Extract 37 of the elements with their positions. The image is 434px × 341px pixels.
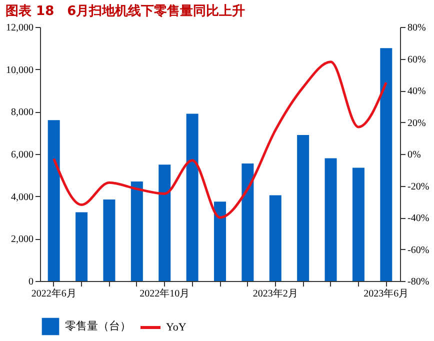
y2-tick-label: 60% (408, 54, 426, 66)
bar (76, 212, 88, 281)
y2-tick-label: 80% (408, 22, 426, 34)
legend-label: YoY (166, 322, 186, 334)
y-tick-label: 6,000 (11, 150, 34, 160)
y-tick-label: 2,000 (11, 234, 34, 246)
bar (48, 120, 60, 281)
bar (186, 114, 198, 281)
bar (380, 48, 392, 281)
y2-tick-label: -60% (408, 244, 430, 256)
y2-tick-label: -20% (408, 181, 430, 192)
line-series (52, 60, 388, 219)
y2-tick-label: -80% (408, 276, 430, 288)
y2-tick-label: 20% (408, 118, 426, 129)
x-tick-label: 2023年2月 (252, 288, 298, 300)
y-tick-label: 0 (28, 276, 34, 288)
bar (158, 164, 171, 281)
y-tick-label: 10,000 (6, 64, 34, 76)
y2-tick-label: 40% (408, 86, 426, 97)
x-tick-label: 2022年6月 (31, 288, 76, 300)
bar (269, 195, 282, 281)
bar (297, 134, 310, 281)
x-tick-label: 2023年6月 (364, 288, 409, 300)
chart-title: 图表 18 6月扫地机线下零售量同比上升 (6, 3, 246, 19)
y2-tick-label: -40% (408, 213, 430, 224)
bar (130, 182, 143, 281)
y-tick-label: 8,000 (11, 107, 34, 118)
y2-tick-label: 0% (408, 150, 421, 160)
bar (352, 168, 364, 281)
bar (324, 158, 337, 281)
x-tick-label: 2022年10月 (140, 288, 190, 300)
bar (214, 202, 226, 281)
bar (103, 200, 116, 281)
bar (242, 164, 254, 281)
y-tick-label: 4,000 (11, 192, 34, 203)
y-tick-label: 12,000 (6, 22, 34, 34)
legend-label: 零售量（台） (65, 320, 131, 332)
